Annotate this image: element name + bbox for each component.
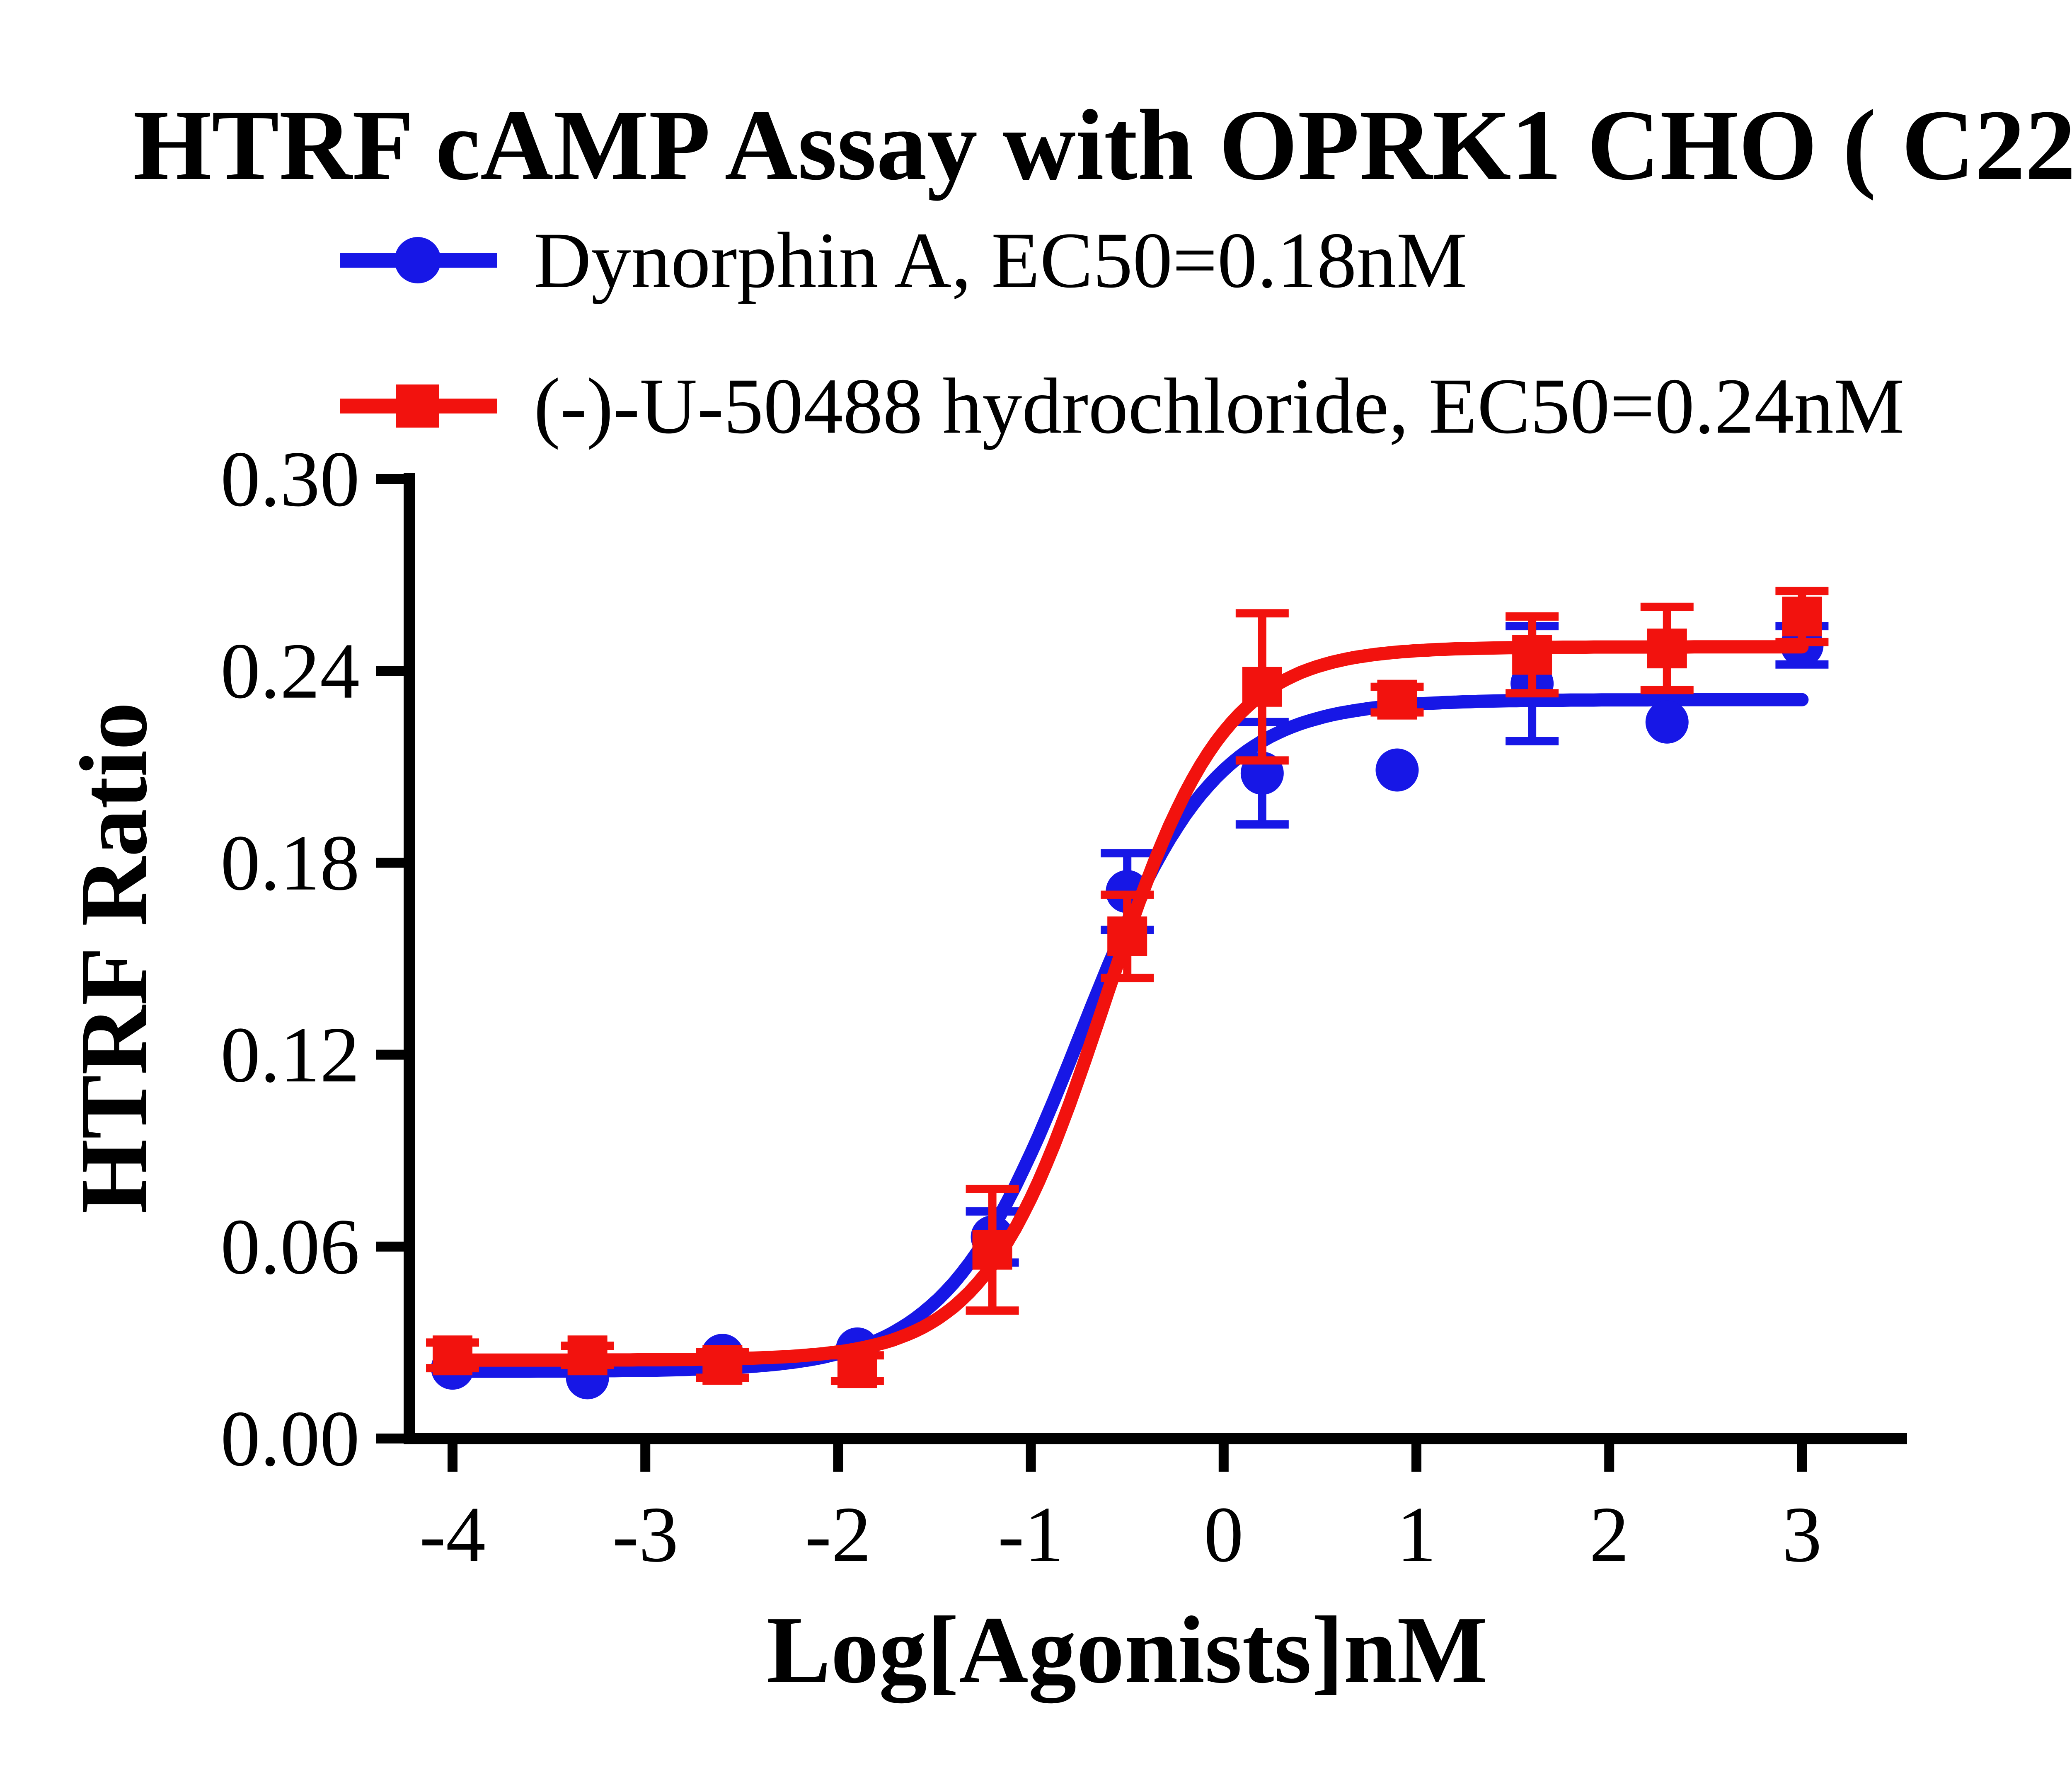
x-tick-label: 0	[1204, 1490, 1244, 1579]
x-tick-label: 2	[1589, 1490, 1629, 1579]
y-axis-label: HTRF Ratio	[61, 702, 167, 1214]
data-point-square	[1782, 596, 1822, 636]
fit-curve	[446, 693, 1809, 1378]
series-0	[431, 622, 1829, 1400]
x-tick-label: -1	[998, 1490, 1064, 1579]
x-tick-label: 1	[1397, 1490, 1436, 1579]
legend-circle-marker-icon	[395, 237, 441, 283]
plot-area: -4 -3 -2 -1 0 1 2 3 0.00 0.06 0.12 0.18 0.24 0.30	[220, 435, 1907, 1579]
y-tick-label: 0.18	[220, 819, 360, 907]
data-point-square	[972, 1230, 1012, 1270]
legend-square-marker-icon	[396, 384, 439, 428]
axes-frame	[404, 473, 1907, 1444]
fit-curve	[446, 640, 1809, 1367]
legend-label-dynorphin-a: Dynorphin A, EC50=0.18nM	[534, 216, 1467, 305]
y-tick-label: 0.12	[220, 1011, 360, 1099]
y-tick-label: 0.30	[220, 435, 360, 523]
x-tick-label: -4	[419, 1490, 486, 1579]
data-point-circle	[1375, 748, 1419, 792]
y-tick-label: 0.06	[220, 1202, 360, 1291]
data-point-square	[1377, 679, 1417, 720]
data-point-square	[433, 1335, 472, 1376]
legend: Dynorphin A, EC50=0.18nM (-)-U-50488 hyd…	[340, 216, 1905, 450]
x-tick-label: -3	[612, 1490, 678, 1579]
chart-title: HTRF cAMP Assay with OPRK1 CHO ( C22 )	[133, 89, 2072, 201]
data-point-square	[1242, 667, 1282, 707]
y-tick-label: 0.24	[220, 627, 360, 715]
legend-item-u50488: (-)-U-50488 hydrochloride, EC50=0.24nM	[340, 362, 1905, 450]
data-point-square	[702, 1345, 743, 1385]
x-axis-label: Log[Agonists]nM	[767, 1597, 1488, 1703]
series-1	[426, 587, 1829, 1388]
legend-label-u50488: (-)-U-50488 hydrochloride, EC50=0.24nM	[534, 362, 1905, 450]
x-tick-label: -2	[805, 1490, 871, 1579]
y-tick-label: 0.00	[220, 1395, 360, 1483]
data-point-square	[567, 1335, 608, 1376]
x-tick-label: 3	[1782, 1490, 1822, 1579]
data-point-square	[1512, 635, 1552, 675]
data-point-square	[1107, 916, 1147, 956]
data-point-square	[1647, 629, 1687, 669]
data-point-square	[837, 1348, 877, 1388]
data-point-circle	[1645, 700, 1689, 744]
legend-item-dynorphin-a: Dynorphin A, EC50=0.18nM	[340, 216, 1467, 305]
